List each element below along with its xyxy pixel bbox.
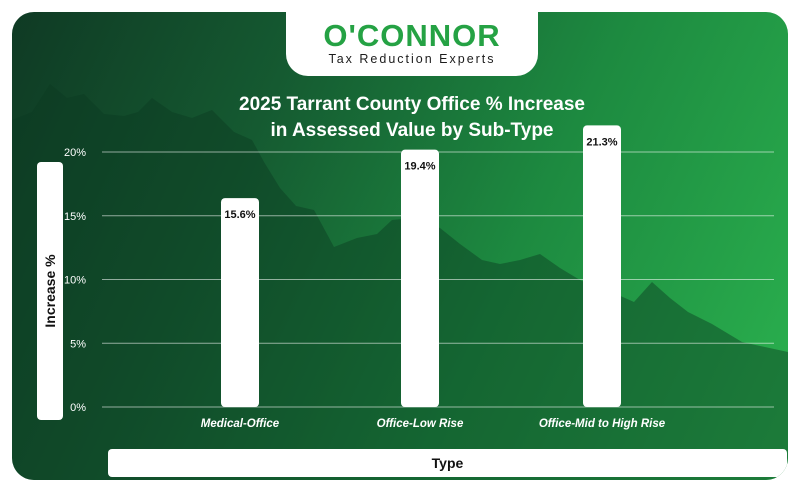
bar <box>583 125 621 408</box>
bar-value-label: 19.4% <box>404 161 435 173</box>
y-tick-label: 5% <box>70 338 86 350</box>
x-category-label: Medical-Office <box>201 418 280 430</box>
y-tick-label: 15% <box>64 211 86 223</box>
y-axis-label-box <box>37 162 63 420</box>
x-axis-label: Type <box>108 449 787 477</box>
y-tick-label: 0% <box>70 402 86 414</box>
y-tick-label: 10% <box>64 275 86 287</box>
chart-title-line-1: 2025 Tarrant County Office % Increase <box>239 94 585 115</box>
chart-card: O'CONNOR Tax Reduction Experts 2025 Tarr… <box>12 12 788 480</box>
bar <box>401 149 439 407</box>
x-category-label: Office-Mid to High Rise <box>539 418 666 430</box>
brand-tagline: Tax Reduction Experts <box>328 52 496 66</box>
bar-value-label: 21.3% <box>586 136 617 148</box>
y-tick-label: 20% <box>64 147 86 159</box>
chart-title-line-2: in Assessed Value by Sub-Type <box>270 120 554 141</box>
x-category-label: Office-Low Rise <box>377 418 464 430</box>
chart-title: 2025 Tarrant County Office % Increase in… <box>162 92 662 144</box>
bar-value-label: 15.6% <box>224 209 255 221</box>
brand-name: O'CONNOR <box>323 18 501 53</box>
plot-area: 0% 5% 10% 15% 20% 15.6% Medical-Office 19.4% Off… <box>64 125 774 430</box>
brand-logo: O'CONNOR Tax Reduction Experts <box>286 12 538 76</box>
bar <box>221 198 259 407</box>
